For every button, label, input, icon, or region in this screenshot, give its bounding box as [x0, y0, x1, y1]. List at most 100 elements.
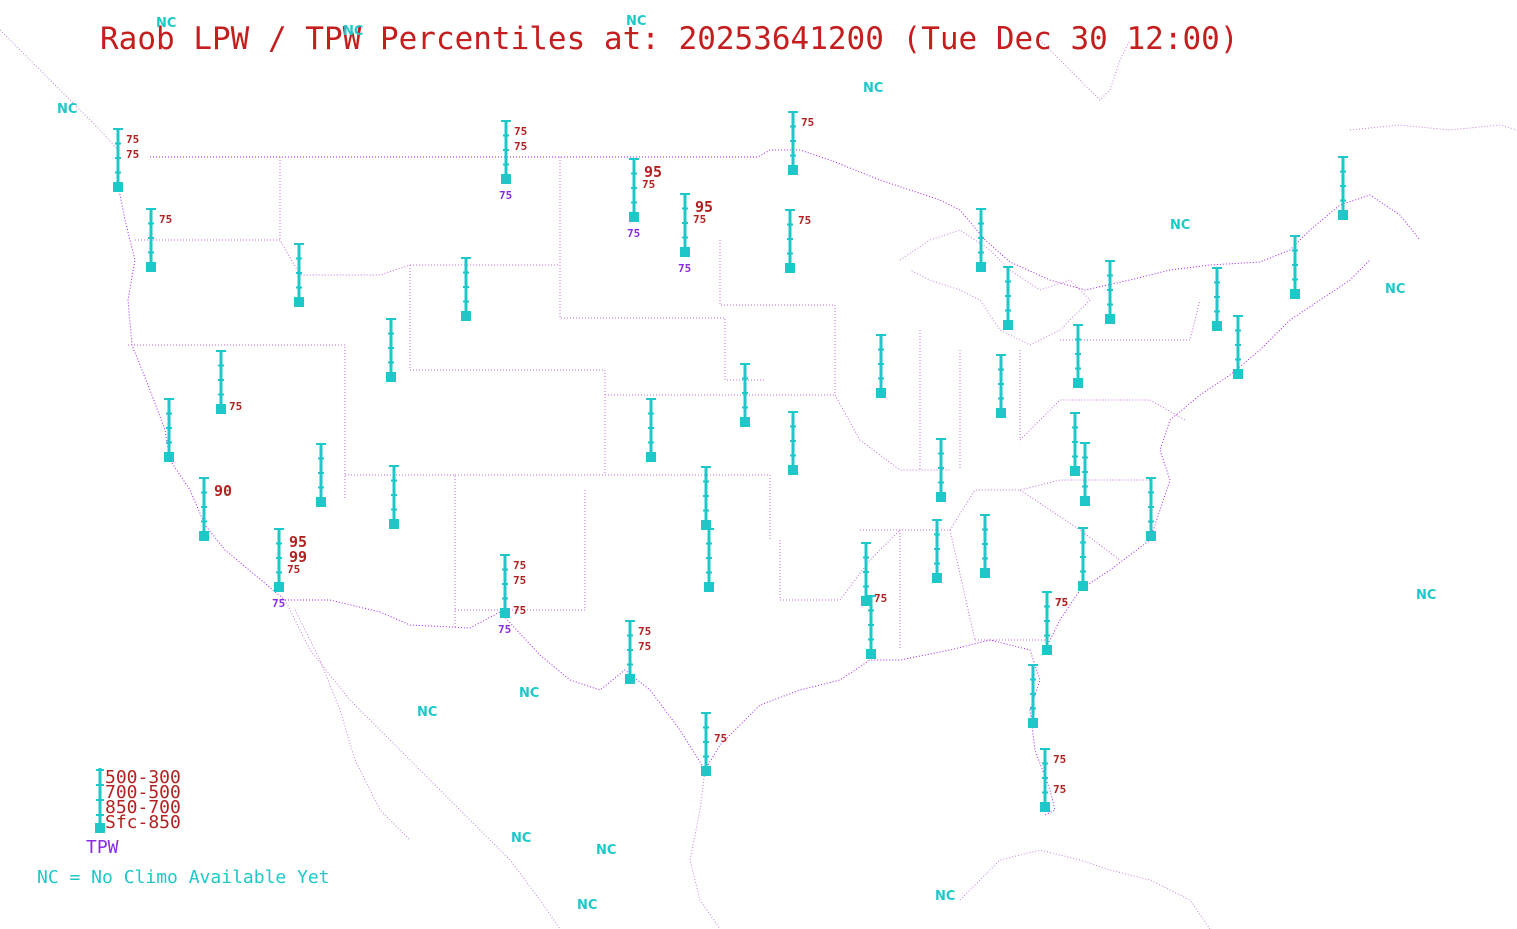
nc-marker: NC — [417, 705, 437, 720]
station-s34 — [1078, 527, 1088, 591]
station-marker — [316, 497, 326, 507]
nc-marker: NC — [156, 16, 176, 31]
legend-station-marker — [95, 823, 105, 833]
station-s45 — [1338, 156, 1348, 220]
station-s41 — [1212, 267, 1222, 331]
station-marker — [788, 165, 798, 175]
station-marker — [866, 649, 876, 659]
layer-percentile-label: 75 — [1053, 753, 1066, 766]
legend-layer-850-700: 850-700 — [105, 797, 181, 818]
map-title: Raob LPW / TPW Percentiles at: 202536412… — [100, 21, 1238, 57]
layer-percentile-label: 75 — [1055, 596, 1068, 609]
layer-percentile-label: 75 — [514, 140, 527, 153]
nc-marker: NC — [935, 889, 955, 904]
canada-west-coast — [0, 29, 119, 151]
yucatan-outline — [959, 849, 1211, 929]
legend-tpw-label: TPW — [86, 837, 119, 858]
station-s10 — [386, 318, 396, 382]
nc-marker: NC — [519, 686, 539, 701]
station-marker — [1080, 496, 1090, 506]
station-marker — [500, 608, 510, 618]
no-climo-markers: NC NC NC NC NC NC NC NC NC NC NC NC NC NC — [57, 14, 1436, 913]
station-marker — [1070, 466, 1080, 476]
station-marker — [861, 596, 871, 606]
layer-percentile-label: 75 — [287, 563, 300, 576]
station-marker — [740, 417, 750, 427]
layer-percentile-label: 95 — [289, 533, 307, 551]
station-marker — [701, 766, 711, 776]
station-marker — [1146, 531, 1156, 541]
legend-nc-note: NC = No Climo Available Yet — [37, 867, 330, 888]
station-marker — [1105, 314, 1115, 324]
nc-marker: NC — [511, 831, 531, 846]
nc-marker: NC — [863, 81, 883, 96]
station-marker — [1338, 210, 1348, 220]
station-marker — [389, 519, 399, 529]
station-s25 — [876, 334, 886, 398]
station-marker — [1078, 581, 1088, 591]
station-marker — [704, 582, 714, 592]
station-s46 — [866, 595, 876, 659]
station-marker — [1040, 802, 1050, 812]
layer-percentile-label: 75 — [638, 625, 651, 638]
layer-percentile-label: 75 — [801, 116, 814, 129]
station-marker — [199, 531, 209, 541]
nc-marker: NC — [626, 14, 646, 29]
station-s30: 75 — [861, 542, 887, 606]
station-s51: 75 — [1042, 591, 1068, 655]
layer-percentile-label: 75 — [126, 133, 139, 146]
layer-percentile-label: 75 — [513, 574, 526, 587]
station-s36 — [1105, 260, 1115, 324]
layer-percentile-label: 99 — [289, 548, 307, 566]
station-marker — [932, 573, 942, 583]
station-marker — [976, 262, 986, 272]
station-s39 — [1028, 664, 1038, 728]
station-marker — [629, 212, 639, 222]
station-marker — [1212, 321, 1222, 331]
station-s37 — [1003, 266, 1013, 330]
station-s09 — [461, 257, 471, 321]
station-s43 — [1233, 315, 1243, 379]
us-canada-border — [150, 149, 1421, 291]
legend-layer-700-500: 700-500 — [105, 782, 181, 803]
mexico-gulf-coast — [689, 769, 721, 929]
station-marker — [146, 262, 156, 272]
layer-percentile-label: 75 — [1055, 596, 1068, 609]
station-marker — [274, 582, 284, 592]
layer-percentile-label: 75 — [159, 213, 172, 226]
geography-outlines — [0, 29, 1517, 929]
station-marker — [386, 372, 396, 382]
tpw-percentile-label: 75 — [678, 262, 691, 275]
station-s22 — [704, 528, 714, 592]
canada-east-coast — [1349, 124, 1517, 131]
layer-percentile-label: 75 — [714, 732, 727, 745]
station-s31 — [1073, 324, 1083, 388]
station-s27 — [936, 438, 946, 502]
station-s19 — [740, 363, 750, 427]
station-s33 — [1080, 442, 1090, 506]
nc-marker: NC — [343, 24, 363, 39]
station-s32 — [1070, 412, 1080, 476]
station-marker — [788, 465, 798, 475]
layer-percentile-label: 75 — [229, 400, 242, 413]
layer-percentile-label: 95 — [644, 163, 662, 181]
nc-marker: NC — [1416, 588, 1436, 603]
us-mexico-border — [285, 599, 706, 771]
layer-percentile-label: 75 — [638, 640, 651, 653]
station-s28 — [932, 519, 942, 583]
station-s44 — [1290, 235, 1300, 299]
nc-marker: NC — [57, 102, 77, 117]
tpw-percentile-label: 75 — [499, 189, 512, 202]
station-marker — [1073, 378, 1083, 388]
state-boundaries — [128, 157, 1201, 650]
layer-percentile-label: 75 — [513, 604, 526, 617]
great-lakes — [899, 229, 1091, 346]
station-s18 — [646, 398, 656, 462]
station-s29 — [980, 514, 990, 578]
legend-tick-marks — [96, 769, 104, 816]
